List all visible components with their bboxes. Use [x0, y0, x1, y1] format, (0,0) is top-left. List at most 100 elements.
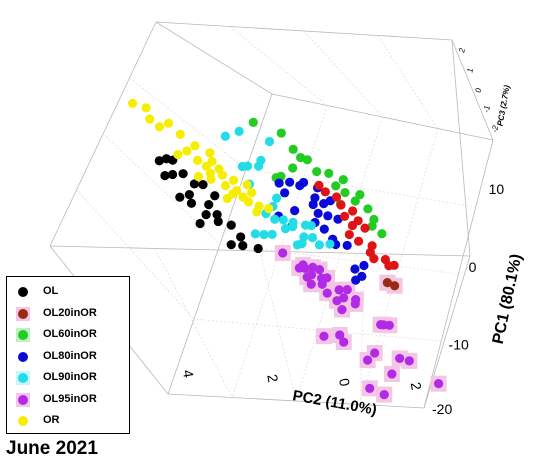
data-point [314, 240, 324, 250]
data-point [317, 279, 327, 289]
data-point [336, 200, 346, 210]
data-point [246, 188, 257, 198]
data-point [322, 273, 332, 283]
data-point [335, 330, 345, 340]
data-point [334, 285, 344, 295]
data-point [331, 181, 341, 191]
data-point [342, 240, 352, 251]
data-point [222, 193, 232, 204]
data-point [248, 117, 258, 127]
data-point [160, 171, 170, 181]
data-point [344, 229, 354, 240]
data-point [376, 320, 386, 330]
data-point [348, 206, 358, 216]
legend-label: OL90inOR [43, 371, 97, 383]
data-point [250, 229, 261, 239]
data-point [363, 355, 373, 365]
grid-line [245, 168, 476, 208]
legend-item: OL [7, 281, 127, 303]
data-point [259, 229, 269, 240]
figure-caption: June 2021 [6, 438, 98, 459]
data-point [312, 166, 322, 177]
data-point [395, 353, 405, 364]
grid-line [377, 35, 439, 129]
data-point [306, 279, 316, 289]
z-tick-label: -2 [490, 124, 500, 133]
data-point [280, 224, 291, 234]
data-point [390, 281, 400, 291]
x-tick-label: 0 [336, 377, 353, 388]
data-point [175, 129, 185, 139]
y-tick-label: -10 [449, 337, 469, 353]
data-point [342, 285, 352, 295]
data-point [302, 272, 312, 282]
data-point [280, 188, 290, 198]
data-point [189, 179, 199, 189]
data-point [210, 191, 220, 201]
data-point [193, 172, 204, 182]
data-point [182, 146, 192, 156]
data-point [184, 189, 194, 200]
legend-swatch [16, 350, 30, 364]
data-point [369, 254, 379, 264]
legend-label: OL80inOR [43, 349, 97, 362]
data-point [319, 331, 329, 341]
data-point [226, 220, 236, 230]
data-point [272, 193, 282, 203]
data-point [173, 149, 183, 160]
data-point [220, 131, 230, 141]
x-tick-label: 4 [180, 368, 197, 379]
data-point [288, 163, 298, 173]
legend-swatch [16, 414, 30, 428]
legend-item: OL60inOR [7, 324, 127, 346]
data-point [298, 177, 309, 188]
box-edge [155, 21, 273, 95]
data-point [212, 210, 222, 220]
legend-swatch [16, 392, 30, 407]
data-point [290, 206, 300, 216]
data-point [307, 232, 318, 243]
legend-swatch [16, 285, 30, 299]
x-tick-label: 2 [264, 373, 281, 384]
data-point [264, 203, 274, 214]
data-point [243, 161, 253, 171]
data-point [167, 169, 178, 180]
legend-dot [18, 351, 28, 362]
data-point [365, 383, 375, 393]
legend-item: OR [7, 410, 127, 432]
data-point [323, 211, 333, 221]
plot-box [49, 21, 494, 409]
data-point [360, 223, 370, 233]
legend-item: OL95inOR [7, 389, 127, 411]
legend-label: OL60inOR [43, 328, 97, 340]
data-point [274, 178, 284, 188]
z-tick-label: 0 [474, 87, 484, 93]
data-point [320, 187, 330, 197]
data-point [163, 118, 174, 128]
data-point [351, 275, 361, 285]
data-point [204, 200, 214, 210]
data-point [434, 379, 444, 389]
grid-line [259, 250, 297, 402]
data-point [243, 197, 254, 207]
data-point [331, 192, 342, 202]
legend-dot [18, 416, 28, 426]
y-axis-title: PC1 (80.1%) [490, 253, 526, 346]
legend-label: OL20inOR [43, 306, 97, 319]
data-point [339, 337, 349, 347]
data-point [377, 229, 387, 239]
data-point [288, 144, 298, 154]
data-points [127, 98, 444, 400]
data-point [252, 207, 262, 217]
data-point [340, 187, 350, 198]
data-point [145, 114, 155, 124]
data-point [338, 175, 348, 185]
legend-swatch [16, 328, 30, 342]
legend-dot [18, 308, 28, 319]
legend-label: OR [43, 414, 60, 426]
data-point [319, 224, 329, 234]
data-point [314, 180, 324, 190]
legend-item: OL80inOR [7, 346, 127, 368]
data-point [313, 208, 323, 218]
